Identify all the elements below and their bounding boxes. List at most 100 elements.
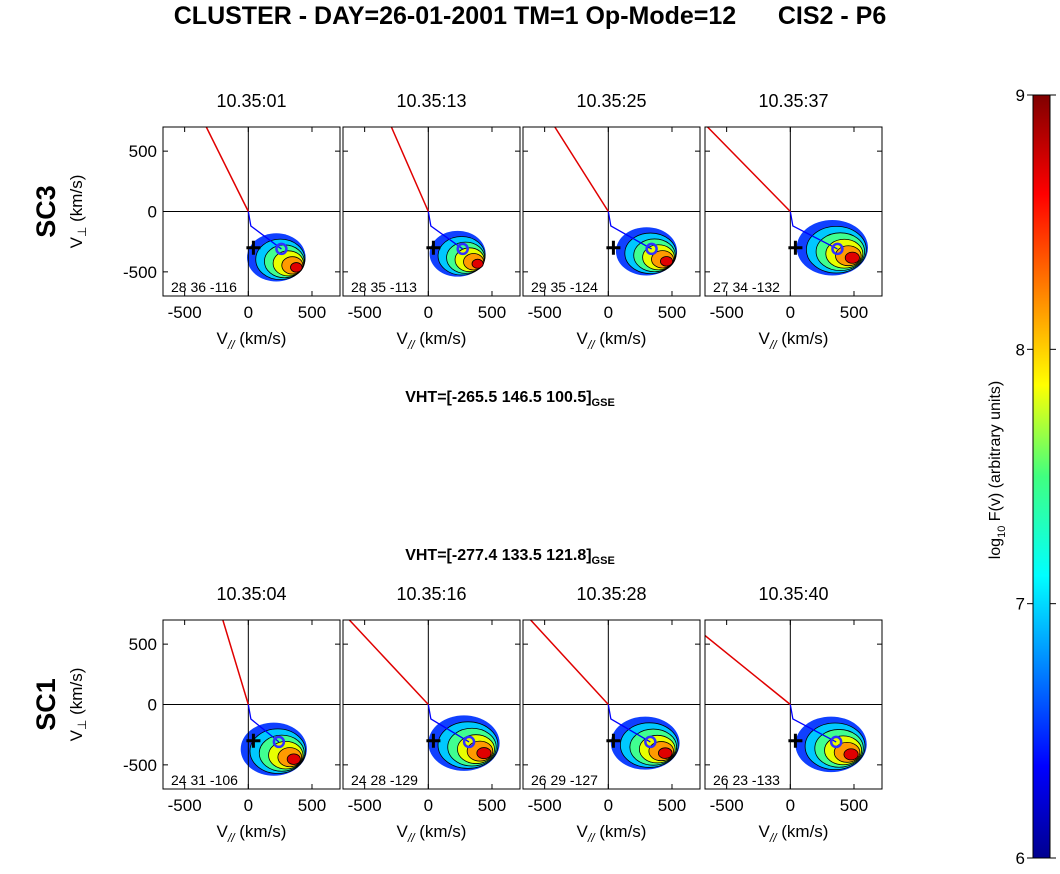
panel-time: 10.35:40 [758,584,828,604]
x-label-sub: // [769,338,778,352]
contour [471,258,484,269]
contour [657,747,673,759]
panel-time: 10.35:28 [576,584,646,604]
panel-time: 10.35:04 [216,584,286,604]
y-tick-label: 0 [148,696,157,715]
x-label-unit: (km/s) [415,329,467,348]
cross-marker [606,733,621,748]
y-label-sub: ⊥ [75,720,89,730]
contour [476,747,492,760]
panel-time: 10.35:13 [396,91,466,111]
velocity-line [607,211,652,250]
velocity-line [247,704,280,743]
panel [343,620,520,789]
x-tick-label: -500 [168,303,202,322]
panel-note: 24 31 -106 [171,772,238,788]
velocity-line [789,704,837,743]
cross-marker [426,733,441,748]
contour [844,251,860,264]
velocity-marker [829,735,843,749]
panel-note: 29 35 -124 [531,279,598,295]
x-label-main: V [397,329,409,348]
x-tick-label: 0 [424,796,433,815]
panel [523,620,700,789]
y-axis-label: V⊥ (km/s) [67,668,89,742]
y-tick-label: -500 [123,263,157,282]
panel [705,127,882,296]
vht-value: VHT=[-277.4 133.5 121.8] [405,547,591,564]
y-label-main: V [67,236,86,248]
x-tick-label: 500 [298,303,326,322]
cross-marker [788,733,803,748]
velocity-marker [831,242,844,256]
x-axis-label: V// (km/s) [759,329,829,352]
x-label-main: V [577,822,589,841]
x-tick-label: -500 [348,796,382,815]
x-label-main: V [577,329,589,348]
colorbar-label-rest: F(v) (arbitrary units) [987,381,1004,526]
x-label-sub: // [407,338,416,352]
x-tick-label: -500 [528,796,562,815]
x-label-unit: (km/s) [235,822,287,841]
x-label-sub: // [587,338,596,352]
x-label-main: V [397,822,409,841]
velocity-marker [462,735,476,749]
direction-line [530,620,609,706]
panel-time: 10.35:01 [216,91,286,111]
x-tick-label: -500 [710,796,744,815]
x-label-sub: // [587,831,596,845]
row-label: SC1 [31,678,61,731]
direction-line [554,127,609,212]
direction-line [205,127,249,212]
panel [523,127,700,296]
cross-marker [788,240,803,255]
direction-line [390,127,430,212]
x-label-unit: (km/s) [595,822,647,841]
x-label-sub: // [227,831,236,845]
vht-frame: GSE [592,555,615,567]
x-axis-label: V// (km/s) [577,822,647,845]
velocity-marker [272,735,286,749]
y-label-main: V [67,729,86,741]
direction-line [707,127,791,213]
panel-note: 24 28 -129 [351,772,418,788]
x-label-sub: // [407,831,416,845]
x-label-unit: (km/s) [415,822,467,841]
x-label-main: V [217,822,229,841]
contour [286,753,301,765]
panel-time: 10.35:25 [576,91,646,111]
y-tick-label: 500 [129,635,157,654]
x-tick-label: 500 [478,796,506,815]
x-tick-label: 500 [840,303,868,322]
velocity-marker [645,242,658,256]
x-tick-label: 0 [604,796,613,815]
y-label-unit: (km/s) [67,175,86,227]
contour [660,256,674,267]
x-axis-label: V// (km/s) [397,822,467,845]
x-label-unit: (km/s) [777,329,829,348]
x-label-sub: // [769,831,778,845]
figure-title: CLUSTER - DAY=26-01-2001 TM=1 Op-Mode=12… [174,2,887,30]
velocity-line [789,211,838,250]
velocity-marker [456,242,469,256]
colorbar-label: log10 F(v) (arbitrary units) [987,381,1008,560]
panel [163,127,340,296]
y-label-unit: (km/s) [67,668,86,720]
x-axis-label: V// (km/s) [577,329,647,352]
direction-line [348,620,429,706]
x-tick-label: 500 [478,303,506,322]
x-label-main: V [759,329,771,348]
colorbar-label-sub: 10 [996,526,1008,538]
cross-marker [246,240,261,255]
cross-marker [606,240,621,255]
x-axis-label: V// (km/s) [397,329,467,352]
direction-line [705,634,791,706]
panel-note: 26 29 -127 [531,772,598,788]
x-tick-label: 500 [658,796,686,815]
x-label-main: V [759,822,771,841]
panel-time: 10.35:16 [396,584,466,604]
x-tick-label: 0 [244,303,253,322]
panel [343,127,520,296]
row-label: SC3 [31,185,61,238]
